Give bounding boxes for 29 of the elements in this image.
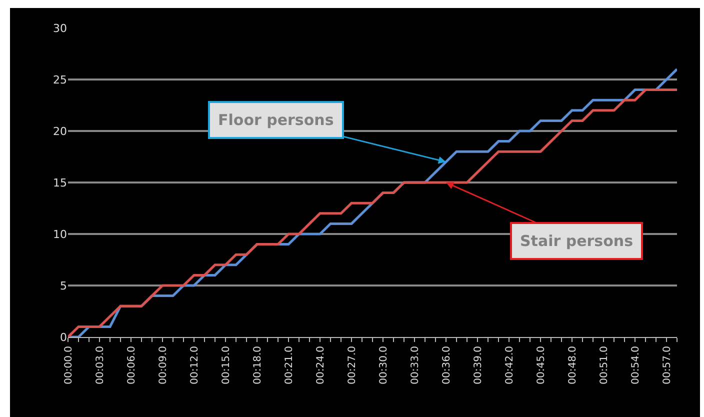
x-tick-label: 00:24.0: [315, 346, 326, 384]
x-tick-label: 00:48.0: [567, 346, 578, 384]
x-tick-label: 00:27.0: [346, 346, 358, 384]
y-tick-label: 20: [53, 124, 67, 138]
x-tick-label: 00:30.0: [378, 346, 390, 384]
x-tick-label: 00:33.0: [410, 346, 421, 384]
y-tick-label: 25: [53, 73, 67, 86]
x-tick-label: 00:45.0: [536, 346, 547, 384]
x-tick-label: 00:15.0: [220, 346, 232, 384]
x-tick-label: 00:00.0: [63, 346, 74, 384]
x-tick-label: 00:57.0: [662, 346, 673, 384]
x-tick-label: 00:06.0: [126, 346, 138, 384]
x-tick-label: 00:09.0: [158, 346, 169, 384]
y-tick-label: 5: [60, 279, 67, 292]
x-tick-label: 00:51.0: [598, 346, 610, 384]
x-tick-label: 00:03.0: [94, 346, 106, 384]
y-tick-label: 0: [60, 330, 67, 344]
annotation: Floor persons: [218, 111, 334, 129]
x-tick-label: 00:21.0: [284, 346, 295, 384]
y-tick-label: 30: [53, 22, 67, 35]
y-tick-label: 15: [53, 176, 67, 190]
x-tick-label: 00:36.0: [441, 346, 452, 384]
x-tick-label: 00:54.0: [630, 346, 642, 384]
x-tick-label: 00:39.0: [472, 346, 484, 384]
annotation: Stair persons: [520, 232, 634, 250]
x-tick-label: 00:18.0: [252, 346, 264, 384]
x-tick-label: 00:42.0: [504, 346, 516, 384]
y-tick-label: 10: [53, 228, 67, 241]
x-tick-label: 00:12.0: [189, 346, 200, 384]
